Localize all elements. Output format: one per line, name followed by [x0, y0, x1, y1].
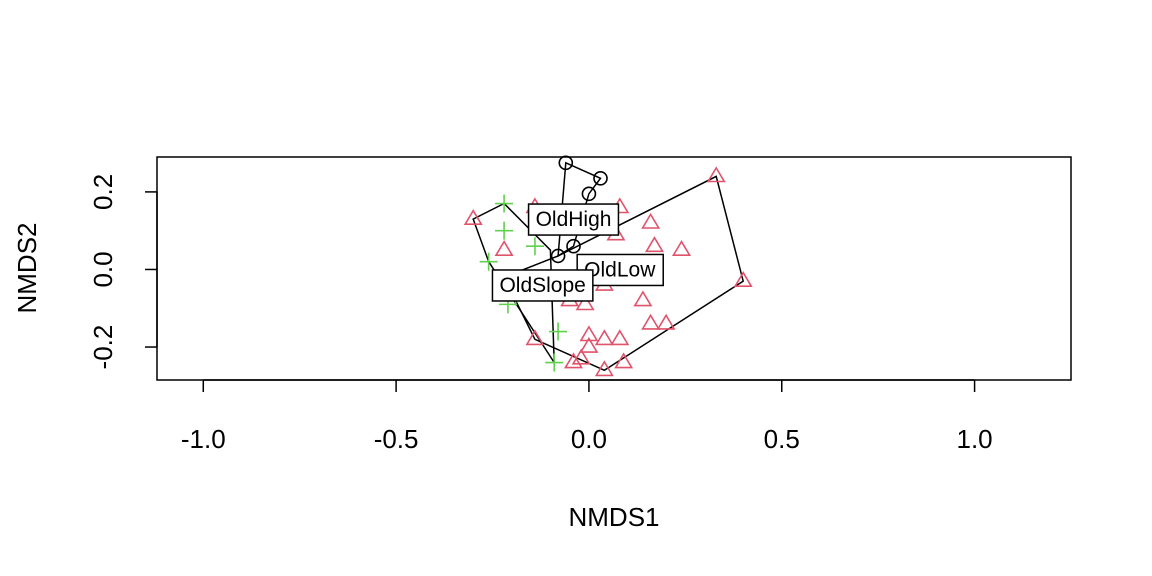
data-point-plus: [545, 353, 564, 372]
data-point-plus: [479, 252, 498, 271]
x-tick-label: 1.0: [957, 424, 993, 454]
data-point-triangle: [641, 313, 661, 330]
y-tick-label: -0.2: [88, 325, 118, 370]
x-axis: -1.0 -0.5 0.0 0.5 1.0: [181, 379, 993, 454]
y-axis: -0.2 0.0 0.2: [88, 174, 158, 370]
data-point-triangle: [641, 212, 661, 229]
data-point-triangle: [633, 290, 653, 307]
data-point-triangle: [614, 352, 634, 369]
data-point-triangle: [494, 240, 514, 256]
hull-label-oldslope: OldSlope: [491, 269, 594, 302]
data-point-plus: [495, 194, 514, 213]
data-point-triangle: [575, 294, 595, 311]
data-point-circle: [558, 155, 574, 171]
data-point-circle: [550, 248, 566, 264]
hull-label-text: OldSlope: [499, 274, 585, 297]
data-point-circle: [581, 186, 597, 202]
x-tick-label: -0.5: [374, 424, 419, 454]
data-point-triangle: [579, 325, 599, 342]
y-tick-label: 0.0: [88, 251, 118, 287]
hull-label-box: [527, 203, 620, 236]
y-tick-label: 0.2: [88, 174, 118, 210]
hull-oldslope: [472, 202, 556, 366]
data-point-triangle: [594, 360, 614, 377]
data-point-triangle: [463, 209, 483, 225]
data-point-triangle: [671, 240, 692, 256]
x-tick-label: -1.0: [181, 424, 226, 454]
y-axis-title: NMDS2: [12, 222, 42, 313]
hull-label-oldhigh: OldHigh: [527, 203, 620, 236]
data-point-triangle: [563, 352, 584, 369]
x-tick-label: 0.0: [571, 424, 607, 454]
data-point-triangle: [579, 336, 599, 353]
data-point-triangle: [610, 329, 630, 346]
data-point-plus: [495, 221, 514, 240]
data-point-triangle: [644, 236, 665, 253]
hull-label-text: OldLow: [584, 258, 656, 281]
data-point-plus: [549, 322, 568, 341]
data-point-triangle: [706, 166, 726, 183]
data-point-triangle: [733, 271, 753, 288]
data-point-circle: [593, 171, 608, 186]
x-tick-label: 0.5: [764, 424, 800, 454]
hull-label-text: OldHigh: [536, 208, 612, 231]
hull-label-box: [491, 269, 594, 302]
data-point-triangle: [594, 329, 614, 346]
data-point-circle: [566, 238, 581, 254]
data-point-triangle: [525, 329, 545, 346]
data-point-triangle: [656, 313, 676, 330]
data-point-plus: [525, 237, 544, 256]
data-point-triangle: [571, 348, 591, 365]
x-axis-title: NMDS1: [568, 502, 659, 532]
